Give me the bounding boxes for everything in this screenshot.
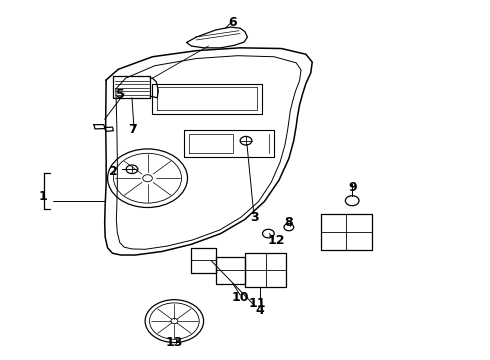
Text: 12: 12 (268, 234, 285, 247)
Text: 2: 2 (109, 165, 118, 177)
Text: 8: 8 (285, 216, 293, 229)
Text: 13: 13 (166, 336, 183, 349)
Text: 1: 1 (38, 190, 47, 203)
Text: 6: 6 (228, 16, 237, 29)
Text: 7: 7 (128, 123, 137, 136)
Text: 5: 5 (117, 88, 125, 101)
Text: 9: 9 (348, 181, 357, 194)
Text: 11: 11 (248, 297, 266, 310)
Text: 4: 4 (255, 304, 264, 317)
Text: 10: 10 (231, 291, 249, 305)
Text: 3: 3 (250, 211, 259, 224)
